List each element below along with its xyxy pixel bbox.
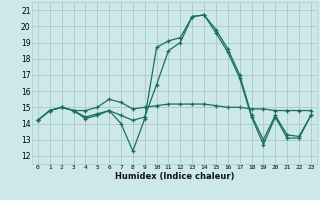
X-axis label: Humidex (Indice chaleur): Humidex (Indice chaleur): [115, 172, 234, 181]
